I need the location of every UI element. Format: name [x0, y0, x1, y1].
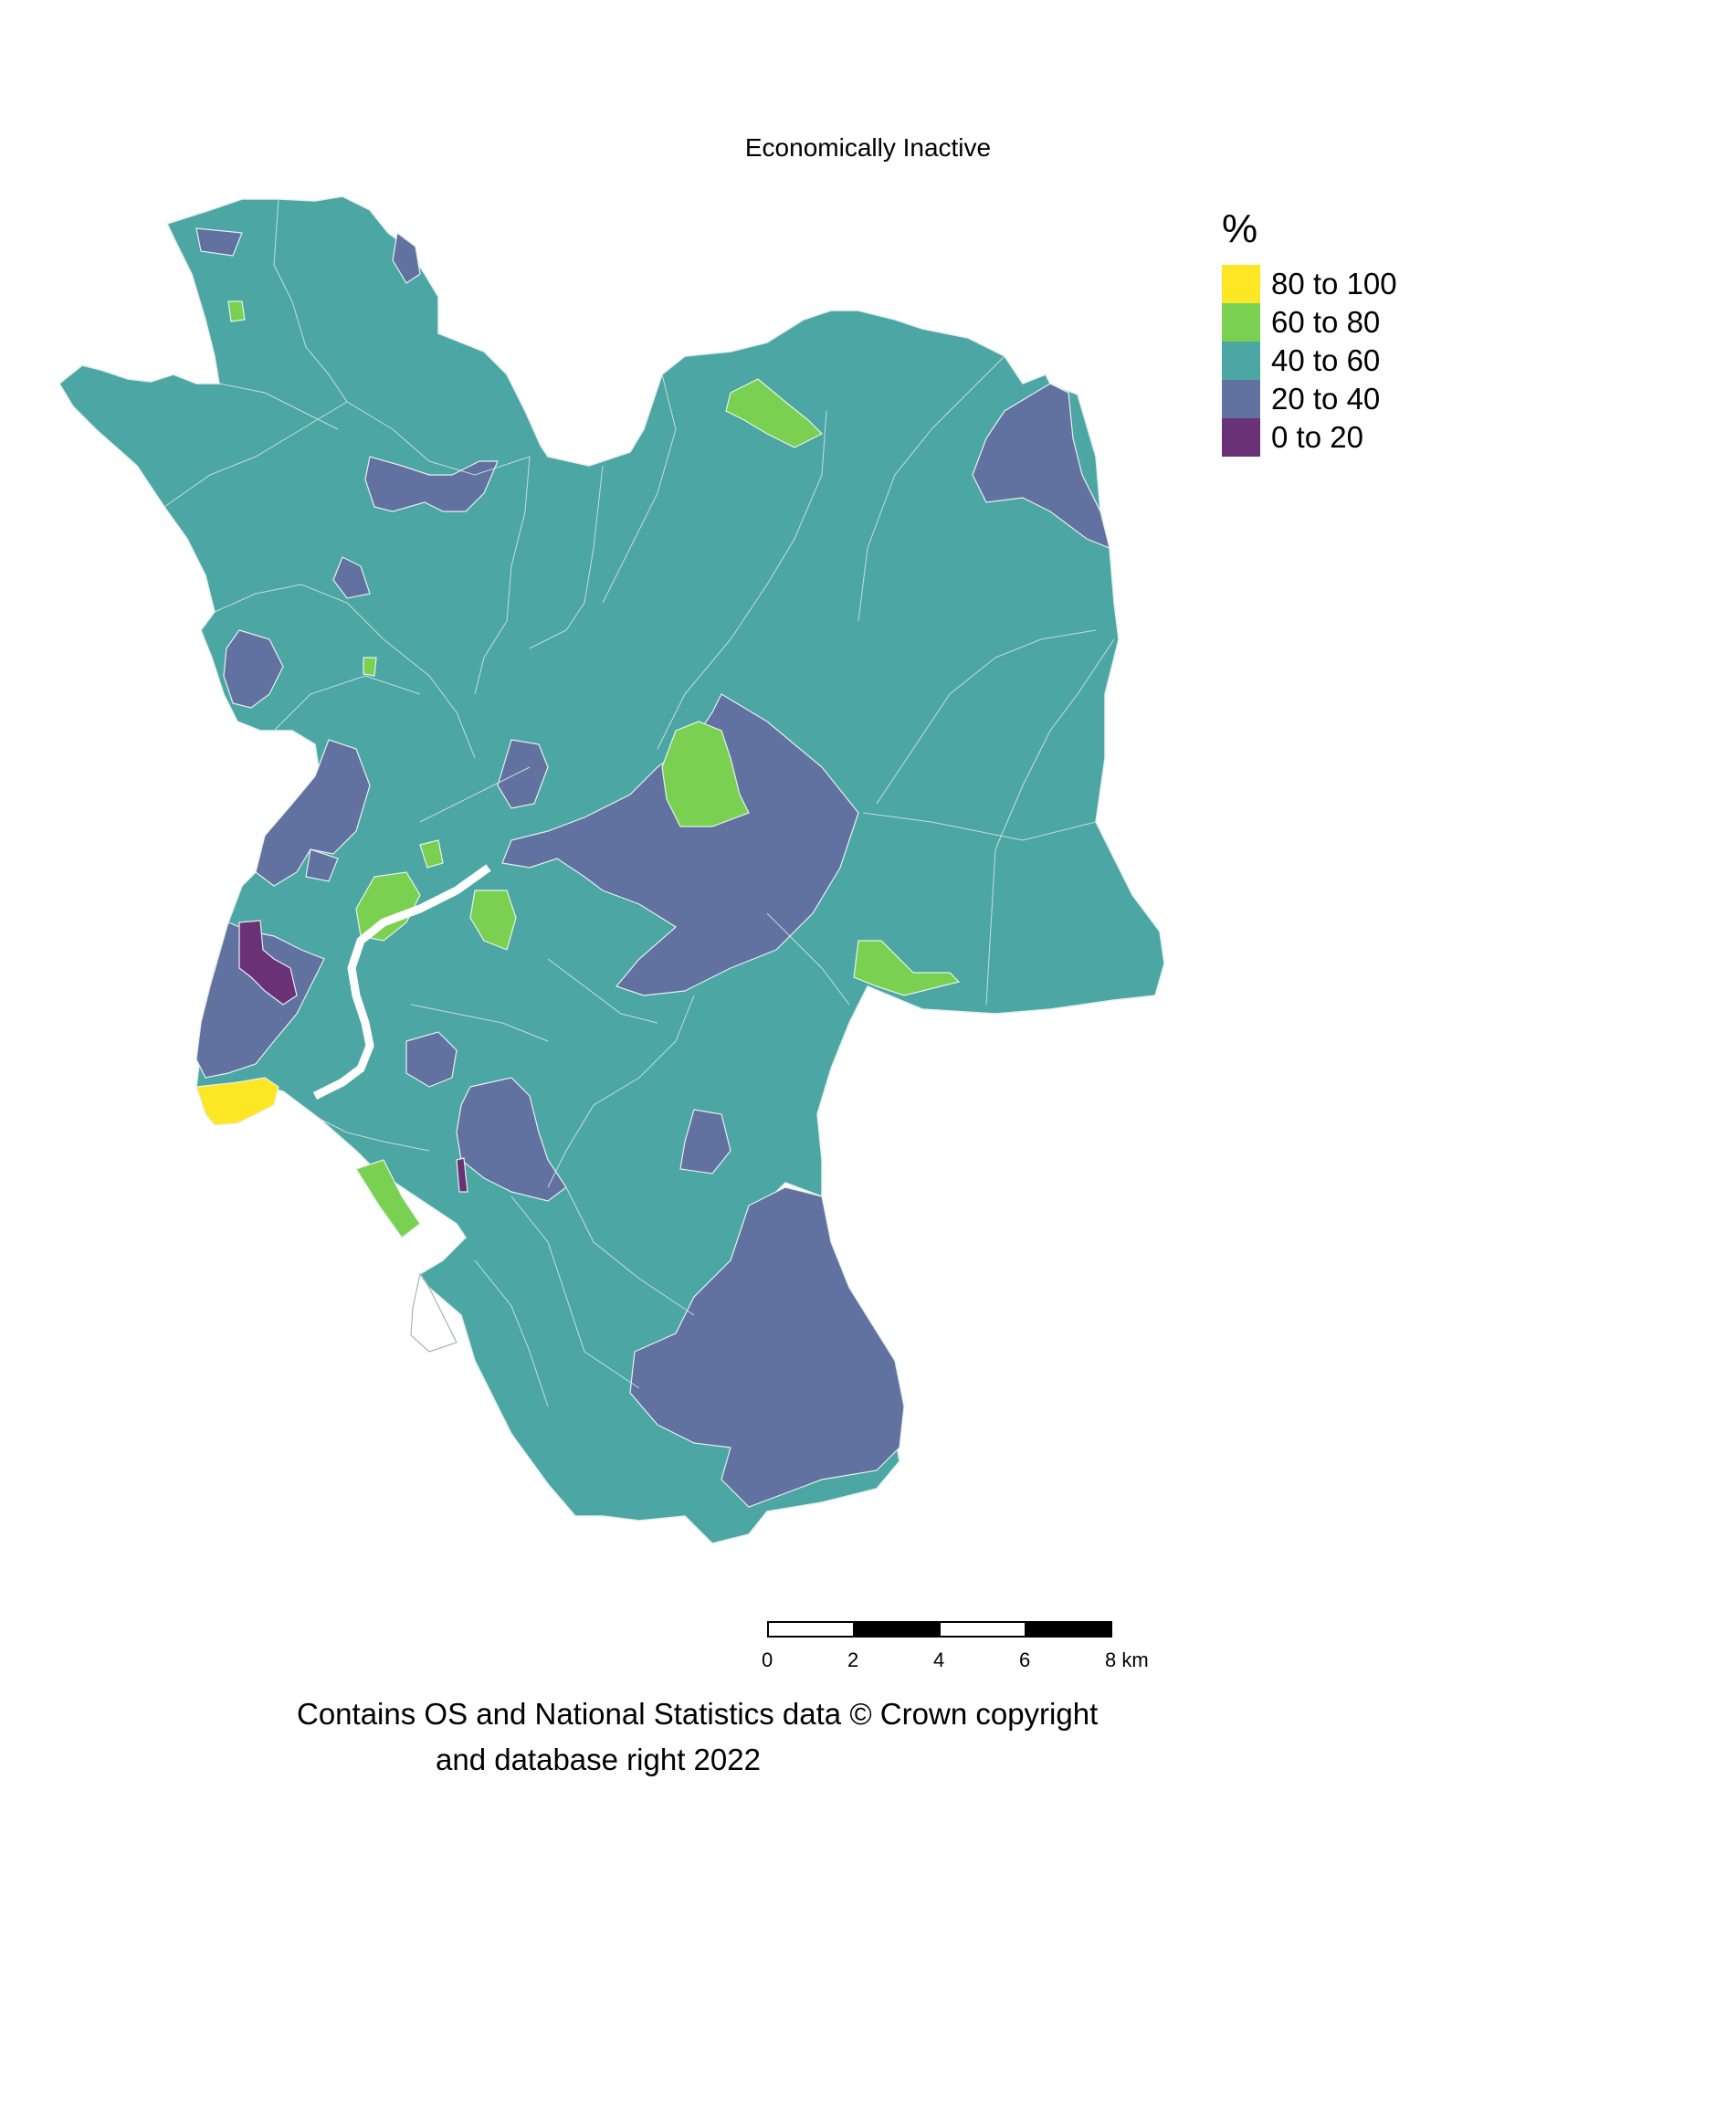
- legend-swatch: [1222, 342, 1260, 380]
- attribution-line-2: and database right 2022: [436, 1743, 761, 1776]
- boundary-line: [392, 428, 531, 476]
- boundary-line: [419, 766, 531, 823]
- legend: % 80 to 100 60 to 80 40 to 60 20 to 40 0…: [1222, 206, 1397, 457]
- boundary-line: [857, 355, 1005, 622]
- boundary-line: [510, 1195, 640, 1389]
- region-band-80-100: [195, 1077, 279, 1126]
- boundary-line: [862, 812, 1097, 841]
- region-band-20-40: [223, 629, 284, 709]
- region-band-60-80: [853, 940, 961, 996]
- boundary-line: [766, 912, 850, 1006]
- scale-tick-label: 6: [1019, 1648, 1031, 1671]
- region-band-20-40: [392, 231, 421, 284]
- attribution-line-1: Contains OS and National Statistics data…: [297, 1697, 1099, 1731]
- boundary-line: [547, 958, 658, 1024]
- region-band-20-40: [305, 848, 339, 882]
- region-band-60-80: [227, 300, 246, 322]
- region-band-60-80: [419, 839, 444, 869]
- region-band-20-40: [501, 693, 859, 996]
- map-title: Economically Inactive: [744, 133, 992, 162]
- scale-tick-label: 0: [762, 1648, 773, 1671]
- scale-tick-label: 8 km: [1105, 1648, 1149, 1671]
- river: [312, 864, 491, 1101]
- scale-bar-graphic: [767, 1621, 1112, 1638]
- legend-item: 0 to 20: [1222, 418, 1397, 457]
- region-band-60-80: [469, 890, 517, 951]
- boundary-line: [319, 1118, 430, 1152]
- region-band-20-40: [195, 922, 325, 1079]
- scale-segment: [853, 1621, 941, 1638]
- boundary-line: [218, 383, 339, 430]
- boundary-line: [876, 629, 1097, 805]
- legend-swatch: [1222, 418, 1260, 457]
- region-band-0-20: [238, 920, 298, 1006]
- boundary-line: [985, 638, 1115, 1006]
- region-band-20-40: [195, 227, 243, 257]
- scale-segment: [1025, 1621, 1112, 1638]
- region-band-60-80: [725, 378, 824, 448]
- legend-item: 60 to 80: [1222, 303, 1397, 342]
- legend-label: 40 to 60: [1271, 343, 1381, 377]
- region-band-20-40: [364, 456, 499, 512]
- attribution: Contains OS and National Statistics data…: [297, 1691, 1098, 1783]
- region-band-0-20: [456, 1157, 468, 1193]
- boundary-line: [474, 1259, 549, 1407]
- boundary-line: [214, 584, 384, 640]
- boundary-line: [410, 1004, 549, 1042]
- boundary-line: [273, 675, 421, 732]
- boundary-line: [383, 638, 476, 759]
- region-band-20-40: [497, 739, 549, 809]
- region-band-20-40: [972, 383, 1110, 549]
- boundary-line: [657, 410, 827, 750]
- legend-swatch: [1222, 380, 1260, 418]
- region-band-20-40: [332, 556, 371, 599]
- region-band-60-80: [661, 721, 750, 827]
- region-band-60-80: [363, 657, 377, 677]
- region-band-20-40: [679, 1109, 731, 1174]
- boundary-line: [529, 465, 604, 649]
- scale-tick-label: 2: [847, 1648, 859, 1671]
- legend-title: %: [1222, 206, 1258, 251]
- boundary-line: [163, 401, 348, 508]
- estuary: [410, 1272, 458, 1353]
- boundary-line: [565, 1186, 695, 1316]
- scale-segment: [939, 1621, 1026, 1638]
- legend-swatch: [1222, 303, 1260, 342]
- boundary-line: [547, 995, 695, 1188]
- scale-tick-label: 4: [933, 1648, 945, 1671]
- region-band-20-40: [405, 1031, 458, 1088]
- boundary-line: [602, 374, 677, 604]
- legend-label: 0 to 20: [1271, 420, 1363, 454]
- legend-label: 80 to 100: [1271, 267, 1397, 300]
- region-band-60-80: [355, 871, 421, 942]
- legend-label: 60 to 80: [1271, 305, 1381, 339]
- region-band-20-40: [629, 1186, 905, 1508]
- legend-label: 20 to 40: [1271, 382, 1381, 416]
- region-band-20-40: [456, 1077, 567, 1202]
- legend-swatch: [1222, 265, 1260, 303]
- scale-bar: 0 2 4 6 8 km: [762, 1621, 1149, 1680]
- legend-item: 80 to 100: [1222, 265, 1397, 303]
- region-band-20-40: [255, 739, 371, 887]
- scale-segment: [767, 1621, 855, 1638]
- boundary-line: [474, 456, 531, 695]
- legend-item: 40 to 60: [1222, 342, 1397, 380]
- legend-item: 20 to 40: [1222, 380, 1397, 418]
- region-band-60-80: [355, 1159, 421, 1238]
